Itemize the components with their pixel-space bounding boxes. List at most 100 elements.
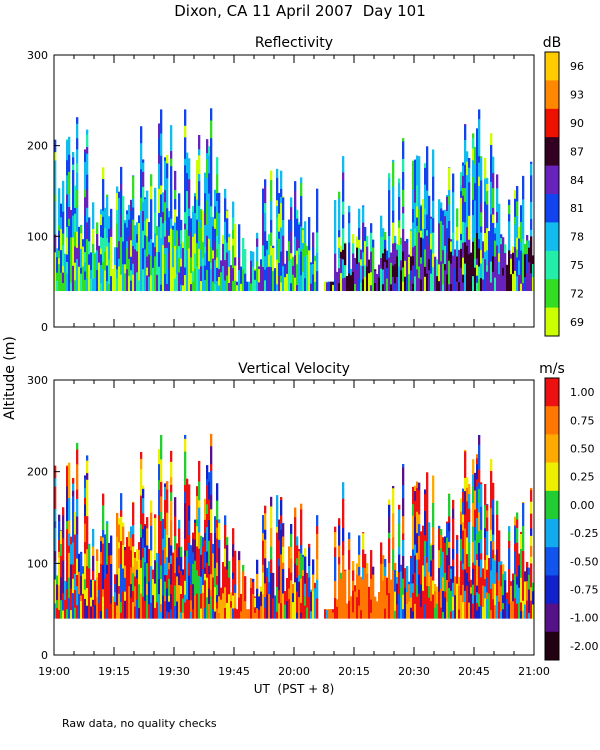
velocity-cell (502, 608, 505, 619)
reflectivity-cell (216, 157, 219, 175)
reflectivity-cell (54, 201, 57, 225)
velocity-cell (54, 603, 57, 619)
velocity-cell (486, 504, 489, 505)
velocity-cell (494, 554, 497, 561)
reflectivity-cell (166, 283, 169, 292)
velocity-cell (238, 597, 241, 619)
velocity-cell (232, 565, 235, 573)
velocity-cell (142, 537, 145, 549)
y-axis-label: Altitude (m) (2, 336, 18, 420)
reflectivity-cell (486, 183, 489, 192)
velocity-cell (270, 582, 273, 595)
reflectivity-cell (254, 279, 257, 286)
reflectivity-cell (448, 284, 451, 292)
velocity-cell (142, 596, 145, 619)
velocity-cell (276, 611, 279, 619)
reflectivity-cell (370, 271, 373, 286)
colorbar-label: 69 (570, 316, 584, 329)
reflectivity-cell (414, 174, 417, 191)
reflectivity-cell (186, 172, 189, 192)
y-tick-label: 0 (41, 321, 48, 334)
velocity-cell (464, 449, 467, 452)
velocity-cell (346, 603, 349, 619)
velocity-cell (206, 577, 209, 598)
reflectivity-cell (526, 234, 529, 241)
velocity-cell (248, 609, 251, 619)
velocity-cell (442, 590, 445, 612)
reflectivity-cell (476, 282, 479, 292)
velocity-cell (174, 516, 177, 526)
velocity-cell (402, 484, 405, 499)
velocity-cell (290, 558, 293, 573)
colorbar-label: 1.00 (570, 386, 595, 399)
reflectivity-cell (446, 274, 449, 292)
colorbar-label: -0.25 (570, 527, 598, 540)
reflectivity-cell (420, 237, 423, 258)
reflectivity-cell (130, 269, 133, 281)
reflectivity-cell (338, 257, 341, 269)
velocity-cell (398, 546, 401, 555)
reflectivity-cell (158, 188, 161, 213)
velocity-cell (398, 593, 401, 619)
velocity-cell (298, 551, 301, 568)
velocity-cell (426, 472, 429, 483)
velocity-cell (228, 577, 231, 595)
velocity-cell (516, 519, 519, 529)
reflectivity-cell (302, 242, 305, 249)
reflectivity-cell (422, 263, 425, 276)
velocity-cell (122, 522, 125, 527)
velocity-cell (106, 592, 109, 609)
reflectivity-cell (76, 117, 79, 124)
velocity-cell (344, 569, 347, 571)
reflectivity-cell (460, 248, 463, 268)
velocity-cell (182, 574, 185, 599)
velocity-cell (90, 597, 93, 607)
reflectivity-cell (278, 193, 281, 214)
reflectivity-cell (262, 206, 265, 214)
reflectivity-cell (238, 224, 241, 234)
reflectivity-cell (442, 224, 445, 251)
velocity-cell (526, 561, 529, 568)
velocity-cell (66, 520, 69, 530)
velocity-cell (236, 609, 239, 613)
velocity-cell (398, 554, 401, 573)
reflectivity-cell (136, 272, 139, 292)
velocity-cell (158, 463, 161, 481)
velocity-cell (150, 512, 153, 526)
reflectivity-cell (450, 241, 453, 252)
velocity-cell (528, 574, 531, 590)
reflectivity-cell (120, 284, 123, 292)
velocity-cell (80, 551, 83, 553)
velocity-cell (466, 599, 469, 619)
reflectivity-cell (492, 187, 495, 208)
reflectivity-cell (382, 269, 385, 285)
reflectivity-cell (316, 252, 319, 272)
velocity-cell (238, 577, 241, 585)
colorbar-label: -0.75 (570, 584, 598, 597)
reflectivity-cell (412, 189, 415, 210)
velocity-cell (288, 588, 291, 600)
velocity-cell (160, 611, 163, 619)
reflectivity-cell (472, 267, 475, 277)
velocity-cell (154, 517, 157, 540)
reflectivity-cell (522, 282, 525, 292)
reflectivity-cell (98, 275, 101, 284)
reflectivity-cell (366, 266, 369, 292)
reflectivity-cell (222, 243, 225, 267)
velocity-cell (324, 609, 327, 619)
velocity-cell (474, 490, 477, 510)
velocity-cell (204, 519, 207, 533)
velocity-cell (170, 492, 173, 501)
reflectivity-cell (362, 240, 365, 253)
reflectivity-cell (78, 226, 81, 245)
reflectivity-cell (316, 188, 319, 200)
reflectivity-cell (96, 233, 99, 251)
velocity-cell (72, 592, 75, 619)
velocity-cell (300, 602, 303, 613)
reflectivity-cell (304, 229, 307, 244)
velocity-cell (400, 597, 403, 619)
velocity-cell (304, 569, 307, 584)
velocity-cell (360, 609, 363, 619)
velocity-cell (120, 493, 123, 511)
velocity-cell (194, 560, 197, 581)
